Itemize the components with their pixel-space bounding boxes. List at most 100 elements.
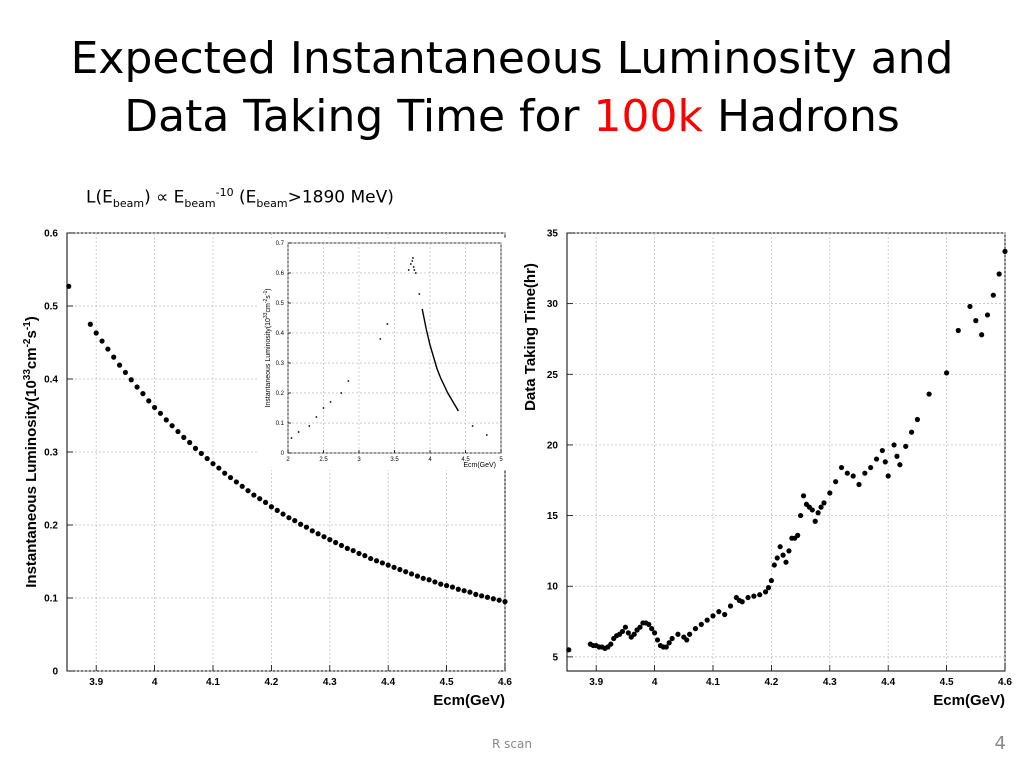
data-point bbox=[687, 631, 693, 637]
data-point bbox=[297, 431, 300, 433]
data-point bbox=[675, 631, 681, 637]
data-point bbox=[502, 599, 508, 605]
data-point bbox=[485, 434, 488, 436]
data-point bbox=[397, 566, 403, 573]
data-point bbox=[444, 582, 450, 589]
y-tick-label: 0.7 bbox=[276, 241, 285, 247]
data-point bbox=[99, 338, 105, 344]
data-taking-time-chart: 3.9 4 4.1 4.2 4.3 4.4 4.5 4.6 5 10 15 20 25 30 35 Ecm(… bbox=[522, 229, 1012, 710]
x-tick-label: 5 bbox=[499, 457, 503, 463]
inset-y-label-sup-2: -2 bbox=[263, 299, 269, 304]
data-point bbox=[771, 562, 777, 568]
x-tick-label: 4.4 bbox=[381, 677, 395, 688]
y-label-s: s bbox=[23, 330, 40, 338]
data-point bbox=[175, 428, 181, 435]
title-line-2: Data Taking Time for 100k Hadrons bbox=[0, 88, 1024, 146]
data-point bbox=[710, 613, 716, 619]
x-tick-label: 4.3 bbox=[323, 677, 337, 688]
inset-y-label-s: s bbox=[265, 295, 272, 299]
data-point bbox=[654, 637, 661, 643]
data-point bbox=[210, 461, 216, 467]
x-tick-label: 4.2 bbox=[264, 677, 278, 688]
x-tick-label: 4.1 bbox=[206, 677, 220, 688]
data-point bbox=[821, 500, 827, 506]
data-point bbox=[786, 548, 792, 554]
data-point bbox=[152, 404, 158, 411]
formula-part-a: L(E bbox=[86, 187, 113, 208]
data-point bbox=[420, 575, 426, 581]
slide-title: Expected Instantaneous Luminosity and Da… bbox=[0, 30, 1024, 146]
data-point bbox=[292, 518, 298, 524]
data-point bbox=[407, 269, 410, 271]
data-point bbox=[116, 362, 123, 368]
data-point bbox=[868, 464, 874, 471]
data-point bbox=[780, 552, 786, 558]
data-point bbox=[467, 589, 473, 595]
y-label-end: ) bbox=[23, 316, 40, 321]
data-point bbox=[385, 562, 391, 568]
data-point bbox=[926, 391, 932, 397]
data-point bbox=[192, 445, 199, 451]
x-tick-label: 4.1 bbox=[706, 677, 720, 688]
data-point bbox=[862, 470, 868, 476]
data-point bbox=[757, 592, 763, 598]
data-point bbox=[432, 579, 438, 585]
data-point bbox=[471, 425, 474, 427]
y-tick-label: 0.2 bbox=[44, 521, 58, 532]
y-label-sup-2: -2 bbox=[22, 338, 33, 347]
data-point bbox=[479, 593, 485, 599]
data-point bbox=[268, 504, 274, 510]
data-point bbox=[414, 573, 420, 579]
data-point bbox=[251, 492, 257, 498]
y-tick-label: 0.4 bbox=[276, 331, 285, 337]
data-point bbox=[403, 569, 409, 575]
data-point bbox=[181, 434, 187, 440]
x-tick-label: 4.4 bbox=[881, 677, 895, 688]
data-point bbox=[461, 588, 467, 594]
y-label-main: Instantaneous Luminosity(10 bbox=[23, 380, 40, 588]
data-point bbox=[239, 483, 245, 489]
data-point bbox=[739, 599, 745, 605]
data-point bbox=[379, 338, 382, 340]
data-point bbox=[885, 473, 891, 479]
data-point bbox=[979, 332, 985, 338]
x-tick-label: 2.5 bbox=[319, 457, 328, 463]
data-point bbox=[1002, 248, 1008, 254]
data-point bbox=[412, 266, 415, 268]
inset-x-axis-label: Ecm(GeV) bbox=[463, 462, 496, 469]
x-tick-label: 3.9 bbox=[589, 677, 603, 688]
data-point bbox=[637, 624, 643, 630]
formula-sub-3: beam bbox=[256, 197, 288, 211]
data-point bbox=[111, 354, 117, 360]
title-line-2-suffix: Hadrons bbox=[702, 91, 900, 142]
x-tick-label: 2 bbox=[286, 457, 290, 463]
data-point bbox=[391, 564, 397, 570]
y-label-cm: cm bbox=[23, 347, 40, 369]
data-point bbox=[903, 443, 909, 449]
data-point bbox=[774, 555, 780, 561]
data-point bbox=[413, 269, 416, 271]
title-line-1: Expected Instantaneous Luminosity and bbox=[70, 33, 954, 84]
data-point bbox=[944, 370, 950, 376]
data-point bbox=[66, 283, 72, 289]
data-point bbox=[379, 560, 385, 566]
luminosity-curve bbox=[421, 308, 460, 412]
data-point bbox=[368, 555, 374, 562]
data-point bbox=[496, 597, 502, 603]
data-point bbox=[827, 490, 833, 496]
data-point bbox=[800, 493, 807, 499]
data-point bbox=[984, 312, 991, 318]
inset-y-axis-label: Instantaneous Luminosity(1033cm-2s-1) bbox=[263, 288, 272, 407]
data-point bbox=[233, 479, 239, 485]
y-tick-label: 0.3 bbox=[276, 361, 285, 367]
data-point bbox=[338, 542, 345, 549]
data-point bbox=[856, 481, 862, 488]
data-point bbox=[327, 537, 333, 543]
data-point bbox=[449, 584, 456, 590]
data-point bbox=[838, 464, 845, 471]
data-point bbox=[765, 585, 772, 591]
x-tick-label: 4.5 bbox=[440, 677, 454, 688]
data-point bbox=[646, 621, 652, 627]
formula-part-b: ) ∝ E bbox=[144, 187, 185, 208]
y-tick-label: 0 bbox=[52, 667, 58, 678]
